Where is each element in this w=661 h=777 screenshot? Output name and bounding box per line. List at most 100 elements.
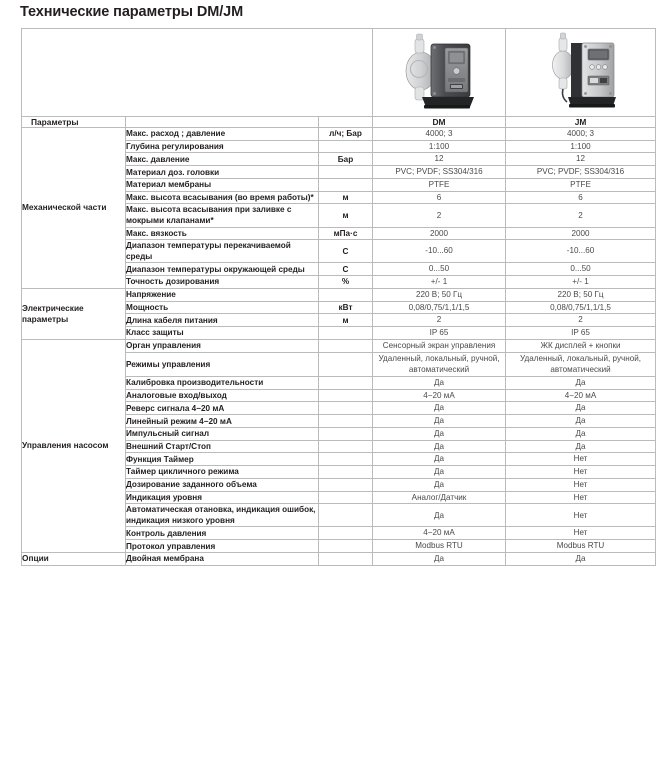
- parameter-unit: л/ч; Бар: [317, 127, 374, 141]
- jm-value: +/- 1: [505, 275, 657, 289]
- parameter-unit: Бар: [317, 152, 374, 167]
- dm-value: PTFE: [372, 177, 507, 192]
- jm-value: Да: [505, 439, 657, 454]
- dm-value: Modbus RTU: [372, 539, 507, 553]
- parameter-unit: [317, 414, 374, 428]
- parameter-unit: [317, 426, 374, 441]
- specifications-table: Параметры DM JM Механической части Макс. рас…: [20, 28, 657, 566]
- table-row: Таймер цикличного режима Да Нет: [22, 465, 657, 479]
- parameter-name: Режимы управления: [125, 351, 319, 378]
- parameter-unit: С: [317, 262, 374, 277]
- table-header-row: Параметры DM JM: [21, 116, 657, 128]
- image-row-blank: [20, 28, 373, 117]
- table-row: Материал доз. головки PVC; PVDF; SS304/31…: [22, 165, 657, 179]
- dm-value: 4−20 мА: [372, 388, 507, 403]
- page-title: Технические параметры DM/JM: [20, 4, 244, 20]
- jm-value: Нет: [505, 503, 657, 528]
- jm-value: Да: [505, 551, 657, 566]
- parameter-name: Контроль давления: [125, 526, 319, 541]
- dm-value: 4000; 3: [372, 127, 507, 141]
- parameter-name: Орган управления: [125, 338, 319, 353]
- dm-value: Да: [372, 503, 507, 528]
- parameter-unit: [317, 503, 374, 528]
- jm-value: Да: [505, 414, 657, 428]
- dm-value: 12: [372, 152, 507, 167]
- table-row: Функция Таймер Да Нет: [22, 452, 657, 467]
- table-row: Протокол управления Modbus RTU Modbus RTU: [22, 539, 657, 553]
- jm-value: Да: [505, 426, 657, 441]
- dm-value: +/- 1: [372, 275, 507, 289]
- parameter-unit: [317, 401, 374, 416]
- dosing-pump-jm-illustration: [551, 32, 616, 108]
- table-row: Контроль давления 4−20 мА Нет: [22, 526, 657, 541]
- dm-value: Да: [372, 477, 507, 492]
- parameter-unit: [317, 551, 374, 566]
- table-row: Реверс сигнала 4−20 мА Да Да: [22, 401, 657, 416]
- parameter-name: Протокол управления: [125, 539, 319, 553]
- parameter-unit: [317, 539, 374, 553]
- parameter-unit: [317, 139, 374, 154]
- dm-value: -10...60: [372, 239, 507, 264]
- table-row: Макс. давление Бар 12 12: [22, 152, 657, 167]
- jm-value: Нет: [505, 452, 657, 467]
- dm-value: Да: [372, 401, 507, 416]
- dm-value: 1:100: [372, 139, 507, 154]
- parameter-unit: кВт: [317, 300, 374, 315]
- jm-value: 1:100: [505, 139, 657, 154]
- parameter-name: Глубина регулирования: [125, 139, 319, 154]
- table-row: Диапазон температуры перекачиваемой сред…: [22, 239, 657, 264]
- parameter-unit: [317, 376, 374, 390]
- parameter-name: Аналоговые вход/выход: [125, 388, 319, 403]
- jm-value: Нет: [505, 526, 657, 541]
- parameter-unit: [317, 490, 374, 505]
- header-dm: DM: [372, 116, 507, 128]
- table-row: Управления насосом Орган управления Сенсор…: [21, 338, 657, 553]
- table-row: Автоматическая отановка, индикация ошибо…: [22, 503, 657, 528]
- jm-value: Нет: [505, 465, 657, 479]
- parameter-name: Мощность: [125, 300, 319, 315]
- header-jm: JM: [505, 116, 657, 128]
- parameter-unit: [317, 287, 374, 302]
- category-label: Электрические параметры: [21, 287, 126, 340]
- dm-value: 6: [372, 190, 507, 205]
- jm-value: PVC; PVDF; SS304/316: [505, 165, 657, 179]
- jm-value: 2: [505, 313, 657, 328]
- category-label: Управления насосом: [21, 338, 126, 553]
- jm-value: Нет: [505, 477, 657, 492]
- table-row: Индикация уровня Аналог/Датчик Нет: [22, 490, 657, 505]
- dm-value: IP 65: [372, 326, 507, 340]
- parameter-unit: [317, 388, 374, 403]
- parameter-name: Индикация уровня: [125, 490, 319, 505]
- table-row: Аналоговые вход/выход 4−20 мА 4−20 мА: [22, 388, 657, 403]
- jm-value: ЖК дисплей + кнопки: [505, 338, 657, 353]
- parameter-unit: мПа·с: [317, 226, 374, 241]
- table-row: Класс защиты IP 65 IP 65: [22, 326, 657, 340]
- table-row: Калибровка производительности Да Да: [22, 376, 657, 390]
- dm-value: 0...50: [372, 262, 507, 277]
- dm-product-image: [372, 28, 507, 117]
- jm-value: Modbus RTU: [505, 539, 657, 553]
- parameter-name: Диапазон температуры перекачиваемой сред…: [125, 239, 319, 264]
- jm-value: 0...50: [505, 262, 657, 277]
- parameter-unit: [317, 526, 374, 541]
- dm-value: Да: [372, 376, 507, 390]
- jm-value: Да: [505, 376, 657, 390]
- parameter-name: Автоматическая отановка, индикация ошибо…: [125, 503, 319, 528]
- parameter-name: Функция Таймер: [125, 452, 319, 467]
- parameter-name: Диапазон температуры окружающей среды: [125, 262, 319, 277]
- parameter-name: Макс. высота всасывания (во время работы…: [125, 190, 319, 205]
- parameter-unit: [317, 477, 374, 492]
- dm-value: 2000: [372, 226, 507, 241]
- jm-value: 6: [505, 190, 657, 205]
- parameter-unit: [317, 439, 374, 454]
- jm-value: PTFE: [505, 177, 657, 192]
- table-row: Глубина регулирования 1:100 1:100: [22, 139, 657, 154]
- dm-value: Да: [372, 426, 507, 441]
- dm-value: 0,08/0,75/1,1/1,5: [372, 300, 507, 315]
- jm-value: Нет: [505, 490, 657, 505]
- jm-value: 4000; 3: [505, 127, 657, 141]
- table-row: Режимы управления Удаленный, локальный, р…: [22, 351, 657, 378]
- table-row: Внешний Старт/Стоп Да Да: [22, 439, 657, 454]
- parameter-name: Макс. вязкость: [125, 226, 319, 241]
- parameter-unit: м: [317, 203, 374, 228]
